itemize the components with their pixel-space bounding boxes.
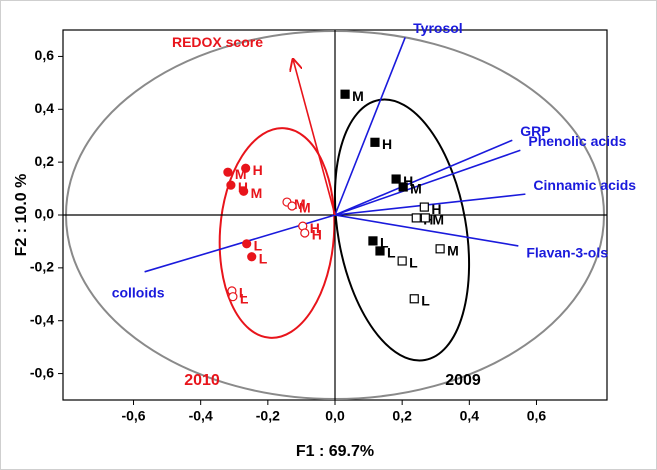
point-label: H [312, 227, 322, 243]
vector-label: Flavan-3-ols [526, 245, 608, 261]
y-tick-label: 0,4 [35, 100, 55, 116]
point-label: L [380, 235, 389, 251]
x-tick-label: 0,2 [392, 408, 412, 424]
point [397, 256, 407, 266]
vector-label: REDOX score [172, 34, 263, 50]
point-label: H [403, 173, 413, 189]
x-tick-label: 0,0 [325, 408, 345, 424]
group-ellipse-2009 [333, 98, 471, 362]
point-label: H [253, 162, 263, 178]
point-label: L [254, 238, 263, 254]
y-tick-label: -0,6 [30, 364, 54, 380]
y-axis-label: F2 : 10.0 % [13, 174, 30, 257]
point-label: M [447, 243, 459, 259]
point-label: H [382, 136, 392, 152]
point-label: M [299, 200, 311, 216]
point [411, 213, 421, 223]
y-tick-label: 0,2 [35, 153, 55, 169]
x-tick-label: -0,2 [256, 408, 280, 424]
x-tick-label: -0,4 [189, 408, 213, 424]
point [242, 239, 252, 249]
vector-label: Cinnamic acids [533, 177, 636, 193]
point [241, 163, 251, 173]
point [226, 180, 236, 190]
point-label: M [235, 166, 247, 182]
group-ellipse-2010 [218, 127, 336, 339]
vector-label: colloids [112, 285, 165, 301]
x-tick-label: 0,4 [460, 408, 480, 424]
loading-vector [293, 59, 336, 216]
point [370, 137, 380, 147]
loading-vector [334, 193, 526, 216]
x-tick-label: 0,6 [527, 408, 547, 424]
annotation: 2009 [445, 372, 481, 389]
point [420, 213, 430, 223]
point [287, 201, 297, 211]
point-label: L [239, 285, 248, 301]
point [223, 167, 233, 177]
loading-vector [334, 214, 519, 247]
loading-vector [334, 37, 406, 216]
point [340, 89, 350, 99]
loading-vector [334, 149, 521, 216]
point [247, 252, 257, 262]
point-label: H [310, 220, 320, 236]
point [398, 182, 408, 192]
point [435, 244, 445, 254]
point-label: M [352, 88, 364, 104]
x-tick-label: -0,6 [121, 408, 145, 424]
point [228, 292, 238, 302]
loading-vector [334, 139, 513, 216]
point-label: L [259, 250, 268, 266]
y-tick-label: 0,6 [35, 47, 55, 63]
point [368, 236, 378, 246]
point-label: H [431, 201, 441, 217]
vector-label: Tyrosol [413, 20, 463, 36]
y-tick-label: 0,0 [35, 206, 55, 222]
point-label: M [432, 212, 444, 228]
point-label: L [421, 292, 430, 308]
vector-label: Phenolic acids [528, 133, 626, 149]
point-label: M [251, 185, 263, 201]
point-label: M [294, 196, 306, 212]
point-label: M [410, 181, 422, 197]
point [409, 294, 419, 304]
annotation: 2010 [184, 372, 220, 389]
point [375, 246, 385, 256]
point [239, 186, 249, 196]
point-label: L [240, 290, 249, 306]
point [391, 174, 401, 184]
y-tick-label: -0,2 [30, 259, 54, 275]
x-axis-label: F1 : 69.7% [296, 443, 374, 460]
point-label: L [387, 245, 396, 261]
point [419, 202, 429, 212]
point-label: L [409, 255, 418, 271]
y-tick-label: -0,4 [30, 311, 54, 327]
point [300, 228, 310, 238]
vector-label: GRP [520, 123, 550, 139]
